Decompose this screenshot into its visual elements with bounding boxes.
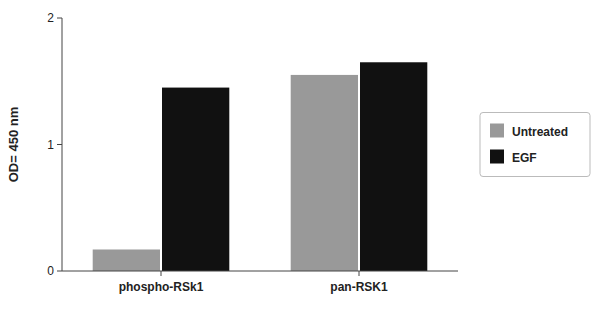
chart-svg: 0 1 2 phospho-RSk1 pan-RSK1 OD= 450 nm Untreat… [0, 0, 608, 313]
x-axis-line [62, 271, 458, 272]
bar [360, 62, 427, 271]
y-tick-label: 0 [47, 264, 54, 278]
bar [162, 88, 229, 271]
bar [93, 249, 160, 271]
y-tick [57, 144, 62, 145]
legend-label: Untreated [512, 125, 568, 139]
x-tick-label: phospho-RSk1 [119, 280, 204, 294]
y-tick-label: 1 [47, 138, 54, 152]
x-tick-label: pan-RSK1 [330, 280, 388, 294]
bars [93, 62, 428, 271]
bar [291, 75, 358, 271]
y-axis-label: OD= 450 nm [6, 107, 21, 183]
legend: Untreated EGF [480, 113, 590, 177]
y-tick-label: 2 [47, 11, 54, 25]
x-tick [161, 271, 162, 276]
y-tick [57, 18, 62, 19]
y-tick [57, 271, 62, 272]
legend-swatch [490, 150, 504, 164]
legend-label: EGF [512, 151, 537, 165]
legend-swatch [490, 124, 504, 138]
chart-container: 0 1 2 phospho-RSk1 pan-RSK1 OD= 450 nm Untreat… [0, 0, 608, 313]
legend-box [480, 113, 590, 177]
x-tick [359, 271, 360, 276]
